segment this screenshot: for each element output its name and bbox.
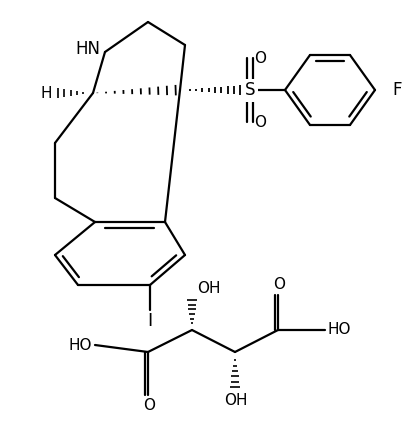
Text: OH: OH xyxy=(196,281,220,296)
Text: O: O xyxy=(254,50,265,66)
Text: S: S xyxy=(244,81,255,99)
Text: HO: HO xyxy=(68,338,92,353)
Text: H: H xyxy=(40,85,52,100)
Text: OH: OH xyxy=(224,393,247,408)
Text: O: O xyxy=(272,277,284,292)
Text: HN: HN xyxy=(75,40,100,58)
Text: F: F xyxy=(391,81,401,99)
Text: O: O xyxy=(143,398,155,413)
Text: I: I xyxy=(147,312,152,330)
Text: HO: HO xyxy=(327,322,351,338)
Text: O: O xyxy=(254,114,265,130)
